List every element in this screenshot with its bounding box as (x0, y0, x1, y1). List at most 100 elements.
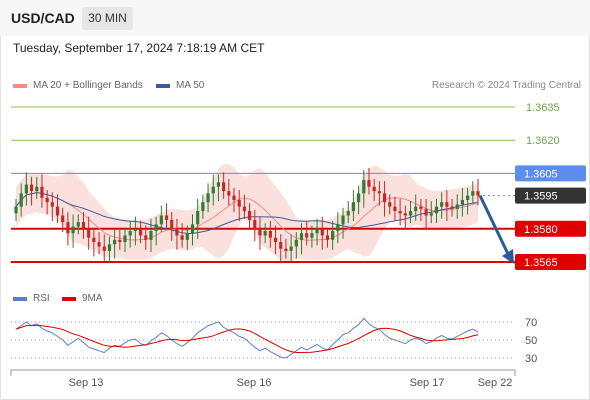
candle-body (45, 197, 49, 203)
candle-body (107, 244, 112, 251)
candle-body (247, 211, 252, 220)
candle-body (81, 222, 86, 229)
symbol-title: USD/CAD (11, 10, 75, 26)
candle-body (455, 204, 459, 209)
candle-body (159, 215, 163, 225)
level-tag-2 (515, 165, 586, 182)
candle-body (315, 228, 319, 234)
legend-ma20-swatch (13, 83, 27, 88)
candle-body (388, 202, 392, 207)
candle-body (113, 239, 117, 245)
candle-body (206, 193, 210, 203)
candle-body (382, 193, 387, 203)
legend-ma20-label: MA 20 + Bollinger Bands (33, 80, 143, 91)
forecast-arrow-shaft (478, 194, 511, 257)
x-tick-label: Sep 22 (478, 377, 513, 389)
candle-body (102, 246, 106, 251)
level-tag-5 (515, 254, 586, 270)
candle-body (336, 224, 340, 231)
candle-body (216, 182, 221, 187)
candle-body (434, 206, 439, 214)
rsi-tick-label: 70 (525, 317, 537, 329)
x-tick-label: Sep 13 (69, 377, 104, 389)
candle-body (450, 206, 454, 209)
candle-body (170, 219, 174, 229)
candle-body (331, 231, 335, 240)
candle-body (305, 233, 309, 238)
candle-body (133, 228, 137, 231)
candle-body (222, 182, 226, 192)
candle-body (76, 222, 80, 227)
candle-body (362, 180, 366, 194)
candle-body (227, 191, 231, 196)
legend-ma50: MA 50 (156, 80, 204, 91)
candle-body (393, 206, 397, 212)
legend-ma20: MA 20 + Bollinger Bands (13, 80, 143, 91)
candle-body (253, 219, 257, 229)
candle-body (445, 202, 449, 207)
candle-body (460, 200, 465, 205)
candle-body (310, 233, 314, 238)
legend-rsi-swatch (13, 296, 27, 301)
candle-body (154, 224, 158, 231)
candle-body (351, 202, 356, 212)
candle-body (29, 184, 34, 192)
candle-body (294, 239, 298, 247)
candle-body (273, 237, 278, 243)
candle-body (268, 231, 272, 238)
candle-body (299, 233, 304, 240)
candle-body (476, 191, 480, 196)
candle-body (24, 184, 28, 194)
chart-header: USD/CAD 30 MIN (0, 0, 590, 36)
candle-body (128, 231, 132, 236)
candle-body (211, 186, 215, 194)
candle-body (346, 211, 350, 216)
candle-body (284, 248, 288, 251)
candle-body (175, 228, 179, 236)
legend-9ma: 9MA (62, 293, 103, 304)
candle-body (403, 213, 407, 216)
candle-body (440, 202, 444, 207)
candle-body (414, 206, 418, 212)
candle-body (97, 242, 101, 247)
legend-9ma-swatch (62, 296, 76, 301)
candle-body (190, 224, 195, 234)
candle-body (87, 228, 91, 238)
candle-body (138, 228, 143, 236)
timeframe-badge[interactable]: 30 MIN (82, 7, 133, 30)
candle-body (367, 180, 371, 187)
legend-9ma-label: 9MA (82, 293, 103, 304)
legend-rsi-label: RSI (33, 293, 50, 304)
legend-rsi: RSI (13, 293, 50, 304)
level-label-4: 1.3580 (524, 224, 558, 236)
ma20-line (15, 191, 479, 241)
level-label-1: 1.3620 (526, 135, 560, 147)
candle-body (279, 242, 283, 249)
candle-body (50, 202, 54, 207)
candle-body (408, 211, 413, 216)
legend-ma50-swatch (156, 83, 170, 88)
candle-body (180, 235, 184, 240)
copyright-text: Research © 2024 Trading Central (431, 80, 581, 91)
candle-body (196, 211, 200, 225)
candle-body (19, 193, 23, 207)
candle-body (258, 228, 262, 236)
datetime-label: Tuesday, September 17, 2024 7:18:19 AM C… (13, 41, 265, 55)
candle-body (429, 213, 433, 216)
candle-body (201, 202, 205, 212)
candle-body (242, 206, 247, 212)
candle-body (149, 231, 153, 240)
candle-body (263, 231, 267, 236)
candle-body (164, 215, 169, 220)
candle-body (419, 206, 423, 209)
candle-body (40, 186, 44, 198)
candle-body (398, 211, 402, 214)
candle-body (61, 215, 65, 223)
x-tick-label: Sep 17 (410, 377, 445, 389)
level-tag-4 (515, 220, 586, 237)
level-tag-3 (515, 187, 586, 204)
rsi-line (15, 317, 479, 359)
candle-body (341, 215, 345, 225)
candle-body (325, 235, 330, 240)
